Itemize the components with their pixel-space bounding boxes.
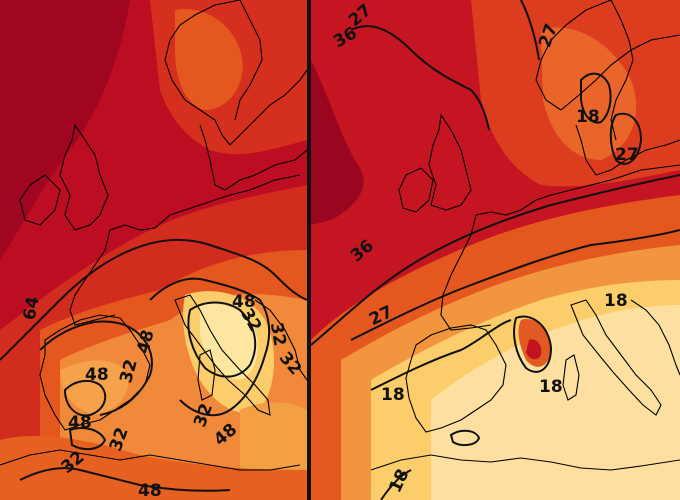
left-label-64: 64 [20, 295, 44, 322]
left-label-48f: 48 [138, 481, 162, 500]
right-field-dark [311, 60, 364, 225]
right-label-18-west: 18 [381, 385, 405, 405]
right-coast-ireland [398, 167, 434, 213]
left-field-africa [0, 435, 307, 500]
right-contour-18-scand [580, 72, 612, 124]
panel-divider [307, 0, 311, 500]
right-label-18-scand: 18 [576, 107, 600, 127]
left-field-dark [0, 0, 130, 260]
right-contour-36 [311, 174, 680, 346]
right-coast-scandinavia [535, 0, 680, 111]
left-map-svg: 64 48 48 48 32 32 32 48 32 32 32 48 32 4… [0, 0, 307, 500]
right-contour-18-hotspot [513, 315, 553, 373]
right-coast-france [440, 164, 680, 331]
left-coast-britain [59, 123, 109, 231]
left-coast-france [69, 174, 301, 326]
right-label-18-east: 18 [604, 291, 628, 311]
right-coast-britain [428, 113, 472, 211]
right-contour-36-north [350, 25, 490, 131]
left-coast-africa [0, 449, 301, 471]
right-coast-sardinia [562, 354, 580, 401]
left-contour-48-west [39, 320, 153, 416]
right-contours [311, 0, 680, 500]
right-coast-denmark [575, 124, 680, 176]
right-field-pale [431, 305, 680, 500]
left-label-32c: 32 [266, 321, 290, 348]
right-coast-iberia [405, 324, 507, 433]
left-field-iberia-light [60, 360, 129, 415]
right-contour-27-north [520, 0, 540, 61]
left-contour-32-iberia [63, 379, 107, 417]
left-coast-denmark [199, 124, 307, 191]
left-contour-labels: 64 48 48 48 32 32 32 48 32 32 32 48 32 4… [20, 292, 306, 500]
right-contour-18-west [370, 319, 512, 391]
left-coastlines [0, 0, 307, 471]
right-contour-18-south [449, 429, 481, 447]
left-label-48c: 48 [232, 292, 256, 312]
right-map-panel: 36 27 27 18 27 36 27 18 18 18 18 [311, 0, 680, 500]
right-field-hotspot-core [526, 339, 542, 360]
left-contour-48-africa [19, 467, 231, 492]
right-label-27-baltic: 27 [615, 145, 639, 165]
left-coast-sardinia [197, 349, 216, 401]
right-coast-sweden [610, 0, 634, 141]
right-coastlines [370, 0, 680, 471]
right-contour-18-africa [380, 469, 412, 500]
right-map-svg: 36 27 27 18 27 36 27 18 18 18 18 [311, 0, 680, 500]
left-label-48d: 48 [68, 413, 92, 433]
left-coast-adriatic [254, 299, 307, 381]
right-label-18-hotspot: 18 [539, 377, 563, 397]
left-field-scandinavia [175, 9, 243, 110]
right-coast-adriatic [630, 299, 680, 376]
left-contour-48-east [149, 277, 271, 417]
left-coast-scandinavia [164, 0, 307, 146]
left-coast-sweden [234, 0, 263, 121]
left-contour-32-south [68, 427, 107, 451]
left-coast-italy [174, 294, 271, 416]
left-contours [0, 238, 307, 492]
left-coast-ireland [19, 174, 61, 226]
right-contour-27 [350, 229, 680, 341]
right-coast-italy [570, 299, 662, 416]
left-label-48a: 48 [85, 365, 109, 385]
left-field-italy-pale [200, 303, 258, 380]
left-contour-32-italy [187, 301, 257, 378]
right-coast-africa [370, 454, 680, 471]
right-contour-27-baltic [609, 112, 643, 165]
left-contour-64 [0, 238, 307, 361]
left-map-panel: 64 48 48 48 32 32 32 48 32 32 32 48 32 4… [0, 0, 307, 500]
